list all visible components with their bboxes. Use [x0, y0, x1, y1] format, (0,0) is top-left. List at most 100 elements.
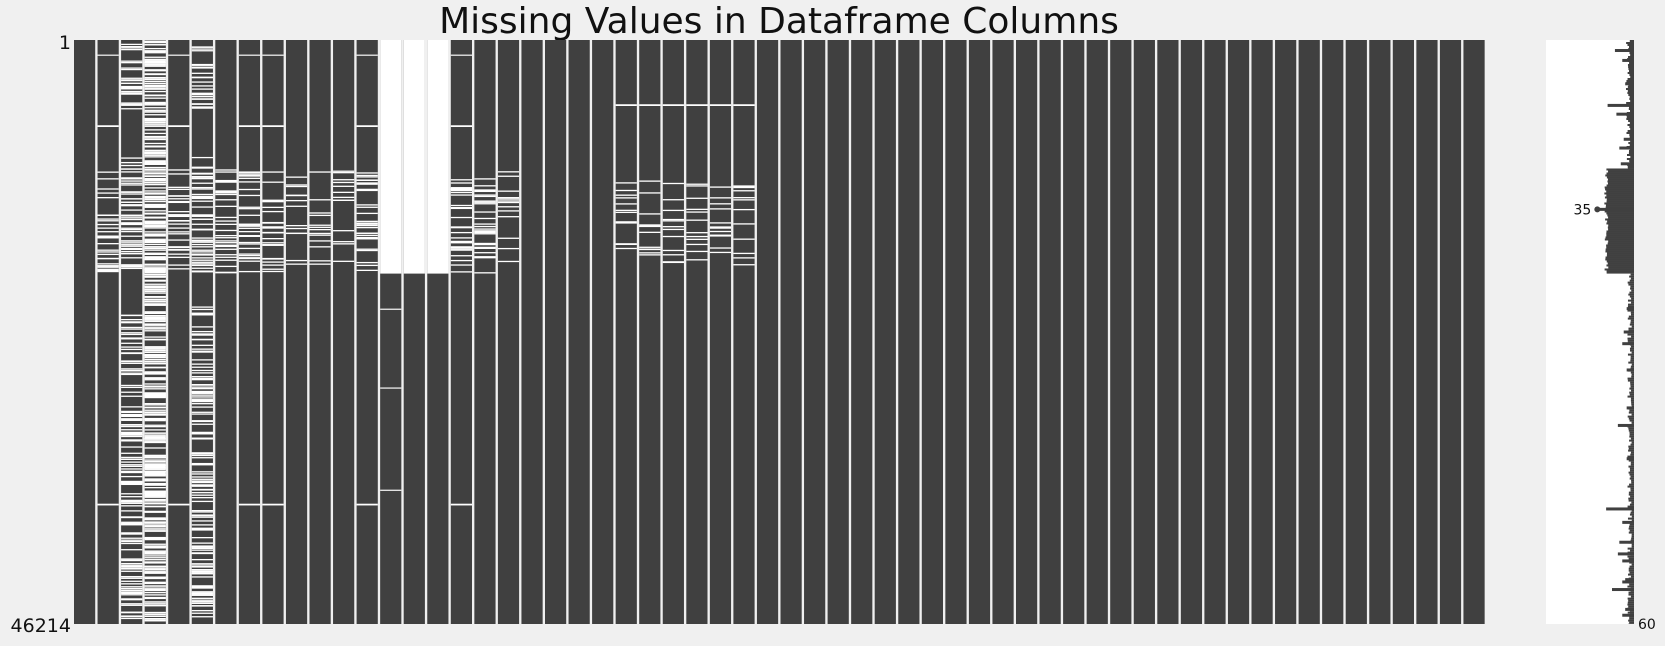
- missing-stripe: [192, 103, 213, 104]
- missing-stripe: [192, 393, 213, 394]
- missing-stripe: [498, 216, 519, 217]
- missing-stripe: [121, 102, 142, 103]
- sparkline-row-band: [1606, 244, 1634, 246]
- missing-stripe: [121, 429, 142, 430]
- sparkline-row-band: [1631, 502, 1634, 504]
- missing-stripe: [98, 243, 119, 244]
- missing-stripe: [121, 533, 142, 534]
- matrix-column: [898, 40, 919, 624]
- missing-stripe: [239, 248, 260, 249]
- missing-stripe: [215, 266, 236, 267]
- sparkline-row-band: [1631, 346, 1634, 348]
- matrix-column: [192, 40, 213, 624]
- matrix-column: [1369, 40, 1390, 624]
- missing-stripe: [145, 272, 166, 273]
- missing-stripe: [733, 209, 754, 210]
- missing-stripe: [121, 184, 142, 185]
- missing-stripe: [192, 331, 213, 332]
- missing-stripe: [121, 540, 142, 541]
- missing-stripe: [192, 400, 213, 401]
- matrix-column: [781, 40, 802, 624]
- missing-stripe: [121, 411, 142, 412]
- missing-stripe: [310, 229, 331, 230]
- missing-stripe: [663, 262, 684, 263]
- missing-stripe: [333, 241, 354, 242]
- missing-stripe: [192, 524, 213, 525]
- missing-stripe: [710, 186, 731, 187]
- missing-stripe: [686, 232, 707, 233]
- sparkline-row-band: [1630, 572, 1634, 574]
- sparkline-row-band: [1630, 128, 1634, 130]
- missing-stripe: [239, 253, 260, 254]
- missing-stripe: [98, 192, 119, 193]
- sparkline-row-band: [1606, 232, 1634, 234]
- missing-stripe: [474, 228, 495, 229]
- matrix-column: [757, 40, 778, 624]
- missing-stripe: [145, 620, 166, 621]
- missing-stripe: [145, 566, 166, 567]
- sparkline-row-band: [1627, 586, 1634, 588]
- missing-stripe: [121, 209, 142, 210]
- missing-stripe: [121, 268, 142, 269]
- missing-stripe: [663, 199, 684, 200]
- sparkline-row-band: [1628, 378, 1634, 380]
- missing-stripe: [286, 195, 307, 196]
- missing-stripe: [121, 588, 142, 589]
- matrix-column: [1040, 40, 1061, 624]
- missing-stripe: [474, 185, 495, 186]
- missing-stripe: [686, 236, 707, 237]
- matrix-column: [498, 40, 519, 624]
- missing-stripe: [121, 468, 142, 469]
- sparkline-row-band: [1606, 190, 1634, 192]
- missing-stripe: [215, 171, 236, 172]
- missing-stripe: [98, 267, 119, 268]
- column-present-band: [1204, 40, 1225, 624]
- sparkline-row-band: [1629, 316, 1634, 318]
- missing-stripe: [121, 332, 142, 333]
- missing-stripe: [145, 150, 166, 151]
- missing-stripe: [239, 243, 260, 244]
- column-present-band: [1440, 40, 1461, 624]
- missing-stripe: [192, 563, 213, 564]
- missing-stripe: [474, 244, 495, 245]
- missing-stripe: [121, 565, 142, 566]
- missing-stripe: [192, 520, 213, 521]
- missing-stripe: [121, 505, 142, 506]
- missing-stripe: [121, 436, 142, 437]
- sparkline-row-band: [1606, 256, 1634, 258]
- missing-stripe: [192, 510, 213, 511]
- missing-stripe: [286, 225, 307, 226]
- missing-stripe: [192, 403, 213, 404]
- missing-stripe: [145, 171, 166, 172]
- sparkline-row-band: [1628, 548, 1634, 550]
- missing-stripe: [121, 244, 142, 245]
- missing-stripe: [121, 191, 142, 192]
- missing-stripe: [357, 184, 378, 185]
- missing-stripe: [145, 429, 166, 430]
- missing-stripe: [145, 495, 166, 496]
- missing-stripe: [192, 576, 213, 577]
- missing-stripe: [616, 221, 637, 222]
- missing-stripe: [262, 171, 283, 172]
- sparkline-row-band: [1629, 418, 1634, 420]
- sparkline-row-band: [1629, 568, 1634, 570]
- missing-band: [357, 125, 378, 127]
- missing-stripe: [192, 481, 213, 482]
- matrix-column: [616, 40, 637, 624]
- missing-stripe: [168, 220, 189, 221]
- missing-stripe: [192, 605, 213, 606]
- missing-stripe: [145, 414, 166, 415]
- missing-stripe: [145, 484, 166, 485]
- column-present-band: [98, 40, 119, 624]
- missing-stripe: [121, 223, 142, 224]
- sparkline-row-band: [1607, 272, 1634, 273]
- missing-stripe: [168, 173, 189, 174]
- missing-stripe: [168, 211, 189, 212]
- column-present-band: [1134, 40, 1155, 624]
- missing-stripe: [192, 219, 213, 220]
- missing-stripe: [145, 111, 166, 112]
- missing-stripe: [357, 238, 378, 239]
- missing-stripe: [121, 229, 142, 230]
- missing-stripe: [451, 232, 472, 233]
- missing-stripe: [145, 412, 166, 413]
